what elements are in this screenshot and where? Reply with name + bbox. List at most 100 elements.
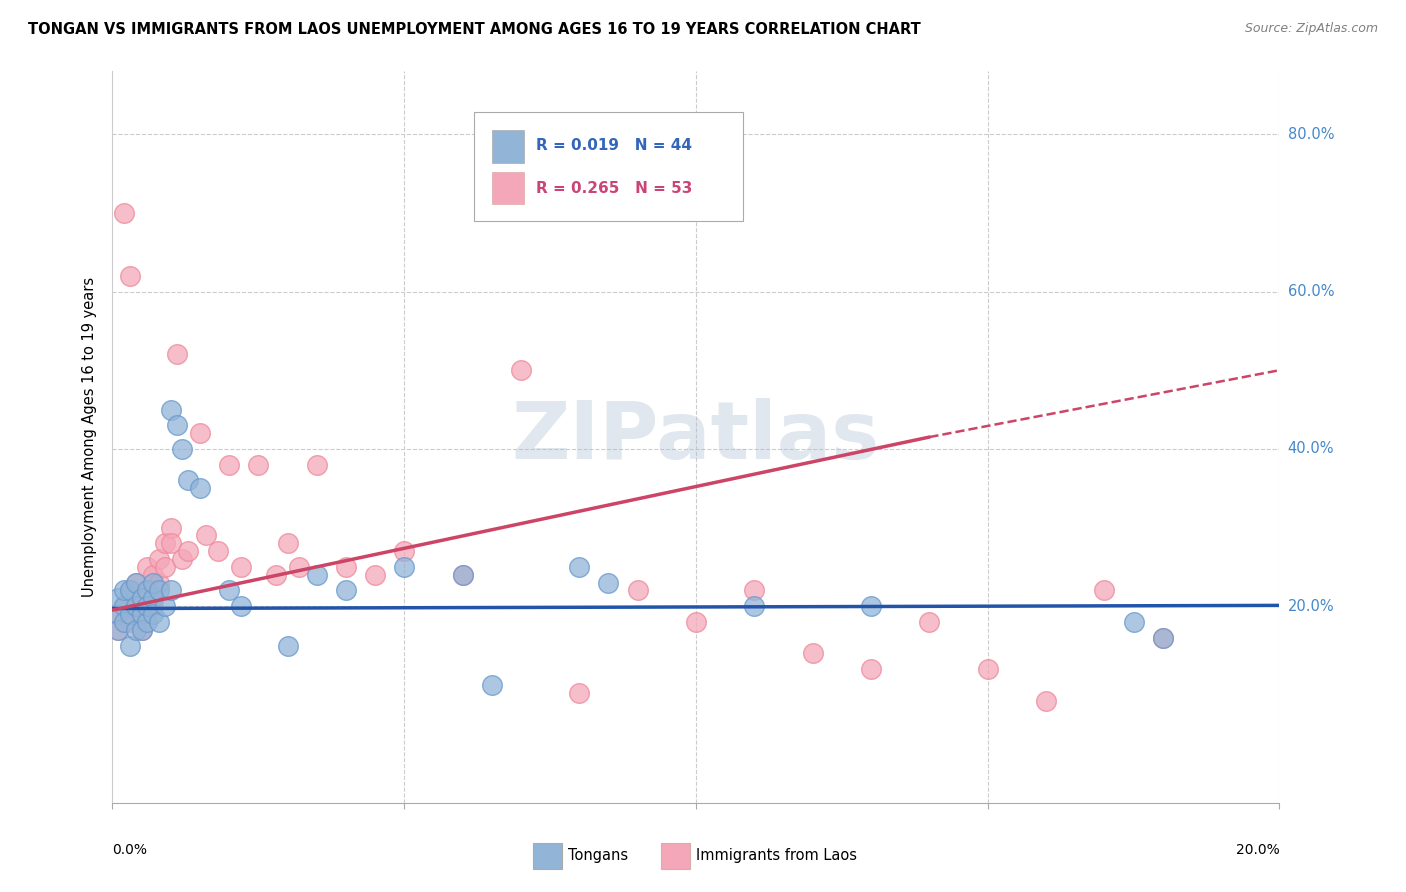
Point [160, 520, 183, 534]
Point [136, 583, 159, 598]
Point [142, 599, 165, 614]
Point [188, 426, 211, 441]
Point [112, 206, 135, 220]
Point [166, 418, 188, 433]
Point [136, 583, 159, 598]
Point [107, 607, 129, 621]
Point [118, 607, 141, 621]
Point [160, 536, 183, 550]
Point [685, 615, 707, 629]
Point [177, 473, 200, 487]
Point [1152, 631, 1174, 645]
Point [136, 599, 159, 614]
Point [160, 583, 183, 598]
Point [305, 458, 328, 472]
Point [247, 458, 270, 472]
Point [142, 607, 165, 621]
Bar [492, 171, 524, 204]
Point [112, 615, 135, 629]
Point [153, 536, 176, 550]
Text: 60.0%: 60.0% [1288, 284, 1334, 299]
Point [148, 615, 170, 629]
Point [481, 678, 503, 692]
Point [335, 559, 357, 574]
Point [148, 552, 170, 566]
Point [131, 607, 153, 621]
Point [142, 583, 165, 598]
Point [107, 623, 129, 637]
Point [125, 623, 148, 637]
Point [148, 575, 170, 590]
Point [218, 583, 240, 598]
Point [860, 662, 883, 676]
Point [118, 583, 141, 598]
Point [131, 623, 153, 637]
Point [742, 583, 765, 598]
Text: 0.0%: 0.0% [112, 843, 148, 857]
Point [207, 544, 229, 558]
Point [568, 686, 591, 700]
Bar [661, 843, 690, 869]
Point [177, 544, 200, 558]
Point [218, 458, 240, 472]
Point [918, 615, 941, 629]
Point [112, 583, 135, 598]
Text: Tongans: Tongans [568, 848, 627, 863]
Point [976, 662, 998, 676]
Point [1152, 631, 1174, 645]
Point [451, 567, 474, 582]
FancyBboxPatch shape [474, 112, 742, 221]
Bar [533, 843, 562, 869]
Point [276, 639, 298, 653]
Point [153, 559, 176, 574]
Point [107, 623, 129, 637]
Point [142, 567, 165, 582]
Point [276, 536, 298, 550]
Text: 20.0%: 20.0% [1236, 843, 1279, 857]
Point [131, 591, 153, 606]
Y-axis label: Unemployment Among Ages 16 to 19 years: Unemployment Among Ages 16 to 19 years [82, 277, 97, 597]
Point [860, 599, 883, 614]
Text: 80.0%: 80.0% [1288, 127, 1334, 142]
Point [118, 639, 141, 653]
Point [1094, 583, 1116, 598]
Text: 20.0%: 20.0% [1288, 599, 1334, 614]
Point [136, 615, 159, 629]
Text: ZIPatlas: ZIPatlas [512, 398, 880, 476]
Point [335, 583, 357, 598]
Point [1122, 615, 1144, 629]
Point [153, 599, 176, 614]
Point [125, 575, 148, 590]
Point [148, 583, 170, 598]
Point [264, 567, 287, 582]
Point [451, 567, 474, 582]
Point [125, 575, 148, 590]
Point [112, 599, 135, 614]
Point [131, 607, 153, 621]
Point [118, 583, 141, 598]
Point [131, 623, 153, 637]
Point [742, 599, 765, 614]
Point [598, 575, 620, 590]
Text: R = 0.019   N = 44: R = 0.019 N = 44 [536, 138, 692, 153]
Point [172, 442, 194, 456]
Point [627, 583, 650, 598]
Point [142, 575, 165, 590]
Point [142, 591, 165, 606]
Point [568, 559, 591, 574]
Point [107, 591, 129, 606]
Point [118, 615, 141, 629]
Point [166, 347, 188, 361]
Point [394, 559, 416, 574]
Point [364, 567, 387, 582]
Text: Immigrants from Laos: Immigrants from Laos [696, 848, 858, 863]
Point [107, 607, 129, 621]
Point [1035, 693, 1057, 707]
Text: 40.0%: 40.0% [1288, 442, 1334, 457]
Point [801, 646, 824, 660]
Point [125, 599, 148, 614]
Point [194, 528, 217, 542]
Point [229, 599, 252, 614]
Point [112, 615, 135, 629]
Point [305, 567, 328, 582]
